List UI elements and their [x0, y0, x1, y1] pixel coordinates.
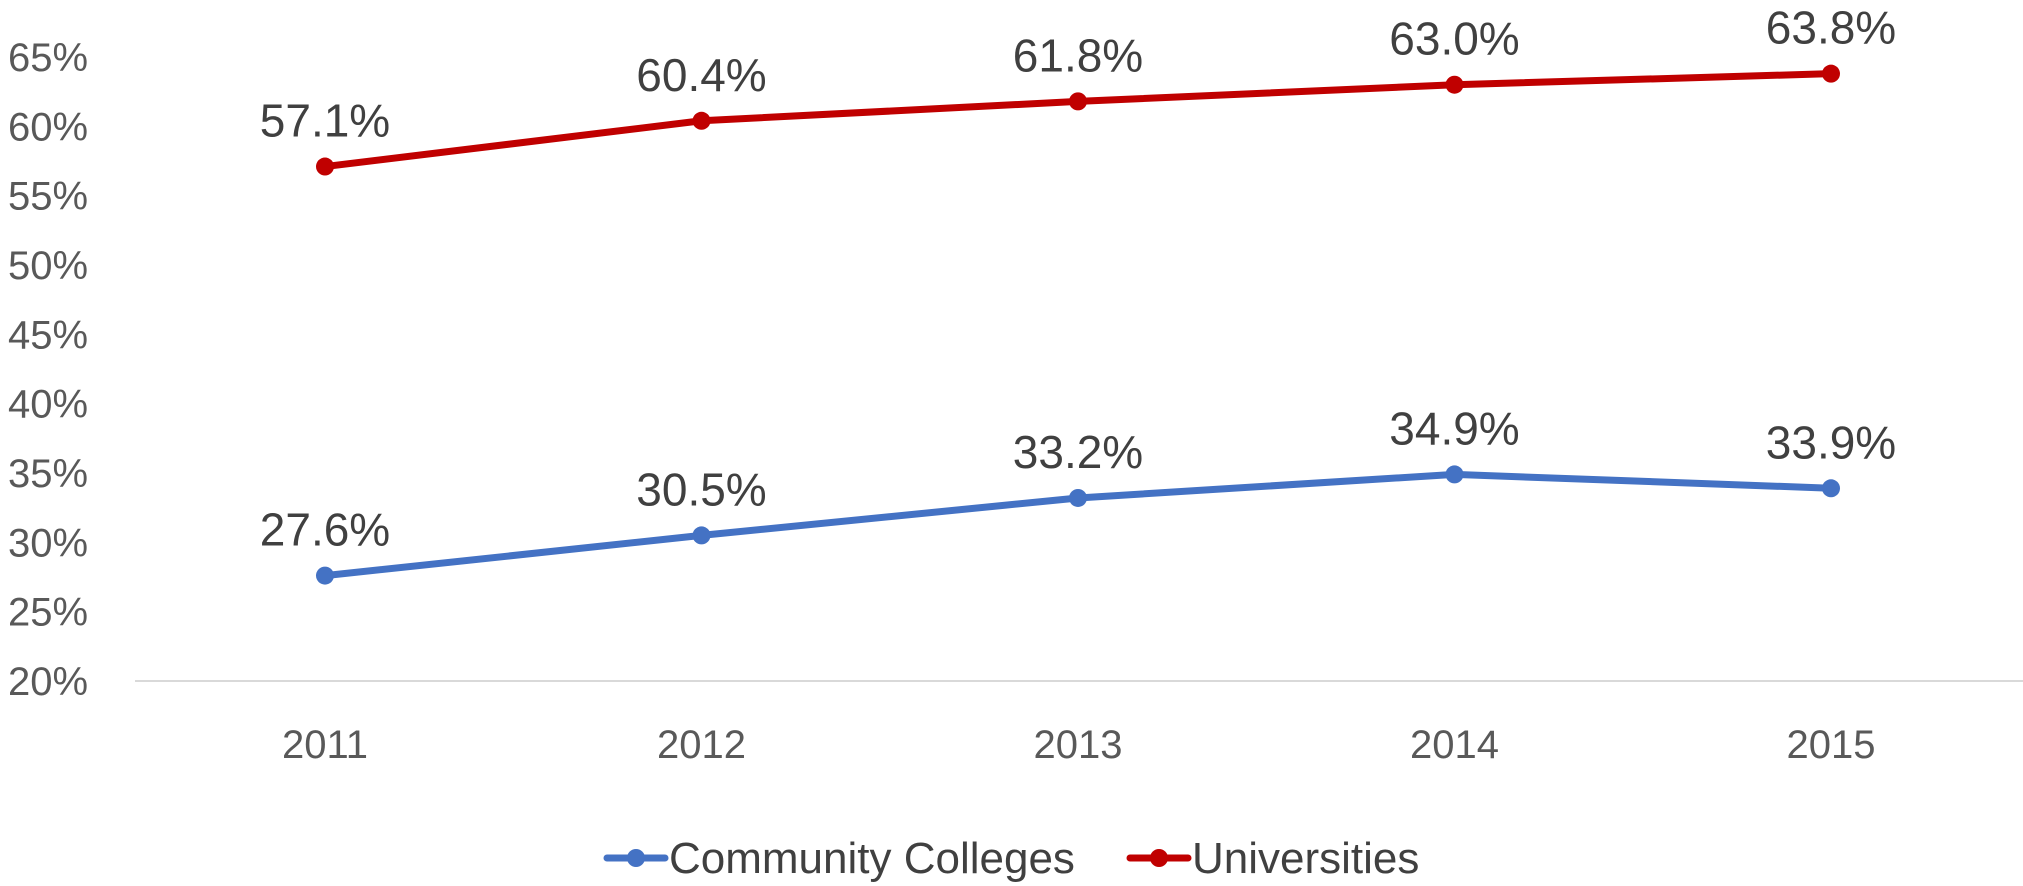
x-axis: 2011 2012 2013 2014 2015 [135, 680, 2023, 767]
y-tick-label: 20% [8, 660, 88, 704]
data-label: 33.2% [1013, 426, 1143, 478]
data-label: 34.9% [1389, 402, 1519, 454]
series-universities: 57.1% 60.4% 61.8% 63.0% 63.8% [260, 2, 1896, 176]
legend: Community Colleges Universities [603, 834, 1419, 883]
legend-marker [1150, 849, 1168, 867]
y-tick-label: 25% [8, 591, 88, 635]
x-tick-label: 2014 [1410, 723, 1499, 767]
data-point [1822, 64, 1840, 83]
legend-label: Universities [1192, 834, 1419, 883]
data-point [692, 111, 711, 130]
y-tick-label: 65% [8, 36, 88, 80]
legend-label: Community Colleges [669, 834, 1075, 883]
y-tick-label: 45% [8, 313, 88, 357]
data-point [692, 526, 711, 545]
y-axis: 20% 25% 30% 35% 40% 45% 50% 55% 60% 65% [8, 36, 88, 704]
data-point [316, 566, 334, 585]
legend-item: Community Colleges [603, 834, 1075, 883]
data-point [1069, 488, 1087, 507]
data-label: 57.1% [260, 95, 390, 147]
data-label: 27.6% [260, 504, 390, 556]
x-tick-label: 2015 [1787, 723, 1876, 767]
data-label: 61.8% [1013, 29, 1143, 81]
data-label: 63.8% [1766, 2, 1896, 54]
y-tick-label: 60% [8, 105, 88, 149]
data-label: 33.9% [1766, 416, 1896, 468]
y-tick-label: 50% [8, 244, 88, 288]
series-line [321, 70, 1835, 171]
y-tick-label: 40% [8, 383, 88, 427]
data-point [1069, 92, 1087, 111]
legend-item: Universities [1126, 834, 1419, 883]
y-tick-label: 30% [8, 521, 88, 565]
x-tick-label: 2011 [282, 723, 368, 767]
legend-marker [627, 849, 645, 867]
series-community-colleges: 27.6% 30.5% 33.2% 34.9% 33.9% [260, 402, 1896, 585]
series-layer: 27.6% 30.5% 33.2% 34.9% 33.9% 57.1% 60.4% 61.8%… [260, 2, 1896, 585]
data-point [1445, 465, 1464, 484]
y-tick-label: 55% [8, 175, 88, 219]
x-tick-label: 2012 [657, 723, 746, 767]
x-tick-label: 2013 [1034, 723, 1123, 767]
data-label: 63.0% [1389, 13, 1519, 65]
data-point [1822, 479, 1840, 498]
y-tick-label: 35% [8, 452, 88, 496]
data-label: 60.4% [636, 49, 766, 101]
data-label: 30.5% [636, 463, 766, 515]
data-point [316, 157, 334, 176]
data-point [1445, 75, 1464, 94]
